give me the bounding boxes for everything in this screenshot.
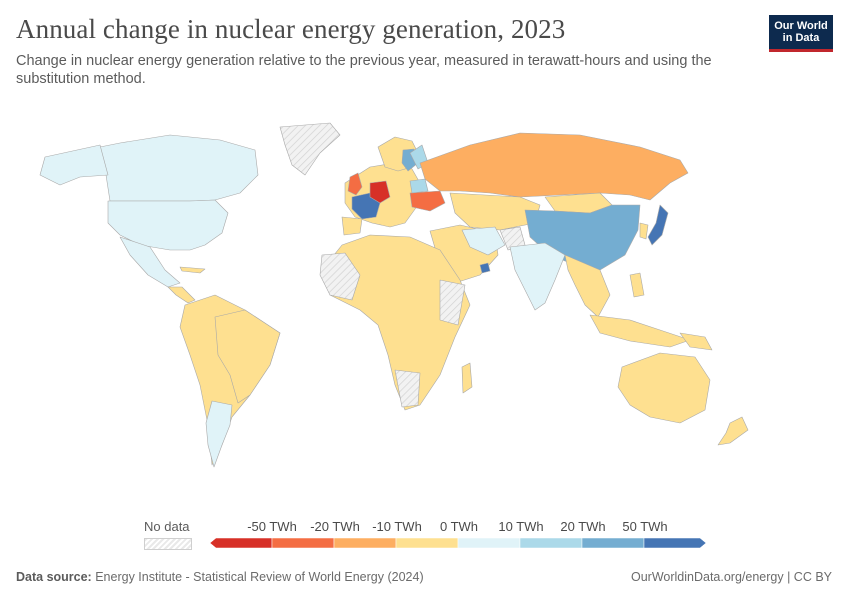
region-madagascar[interactable] [461,362,473,394]
region-alaska[interactable] [39,144,109,186]
region-brazil[interactable] [214,309,281,404]
region-sahara-nodata[interactable] [319,252,361,301]
region-ukraine[interactable] [409,190,446,212]
legend-color-bins [210,538,707,549]
legend-bin[interactable] [210,538,273,549]
legend-bin[interactable] [519,538,583,549]
legend-bin[interactable] [395,538,459,549]
chart-title: Annual change in nuclear energy generati… [16,14,566,44]
region-russia[interactable] [419,132,689,201]
map-legend: No data -50 TWh -20 TWh -10 TWh 0 TWh 10… [0,515,850,555]
legend-tick: -20 TWh [310,519,360,534]
region-japan[interactable] [647,204,669,246]
region-argentina[interactable] [205,400,233,468]
chart-subtitle: Change in nuclear energy generation rela… [16,53,712,87]
region-spain[interactable] [341,216,363,236]
legend-no-data-label: No data [144,519,190,534]
region-greenland[interactable] [279,122,341,176]
legend-bin[interactable] [457,538,521,549]
footer-license[interactable]: OurWorldinData.org/energy | CC BY [630,570,832,584]
region-east-africa-nodata[interactable] [439,279,466,326]
region-india[interactable] [509,242,566,311]
region-southeast-asia[interactable] [564,254,611,318]
logo-line-2: in Data [782,32,820,44]
region-cuba[interactable] [179,266,206,274]
logo-line-1: Our World [774,20,828,32]
region-belarus[interactable] [409,178,429,194]
footer-source-text[interactable]: Energy Institute - Statistical Review of… [95,570,424,584]
region-uae[interactable] [479,262,491,274]
legend-tick: 50 TWh [622,519,668,534]
legend-no-data-swatch [144,538,192,550]
legend-tick: -10 TWh [372,519,422,534]
footer-source: Data source: Energy Institute - Statisti… [16,570,424,584]
legend-bin[interactable] [333,538,397,549]
region-philippines[interactable] [629,272,645,298]
region-iran[interactable] [461,226,506,256]
region-papua[interactable] [679,332,713,351]
legend-bin[interactable] [581,538,645,549]
region-germany[interactable] [369,180,391,204]
footer-source-label: Data source: [16,570,92,584]
legend-tick: 0 TWh [439,519,479,534]
legend-tick: 20 TWh [560,519,606,534]
legend-tick: -50 TWh [247,519,297,534]
region-southern-africa-nodata[interactable] [394,369,421,408]
region-central-asia[interactable] [449,192,541,231]
region-korea[interactable] [639,222,649,240]
owid-logo[interactable]: Our World in Data [769,15,833,52]
legend-tick: 10 TWh [498,519,544,534]
region-new-zealand[interactable] [717,416,749,446]
region-central-america[interactable] [167,286,196,304]
region-australia[interactable] [617,352,711,424]
legend-bin[interactable] [643,538,707,549]
region-indonesia[interactable] [589,314,691,348]
legend-bin[interactable] [271,538,335,549]
region-usa[interactable] [107,199,229,251]
region-mexico[interactable] [119,236,181,288]
world-map[interactable] [0,105,850,515]
region-uk[interactable] [347,172,363,196]
